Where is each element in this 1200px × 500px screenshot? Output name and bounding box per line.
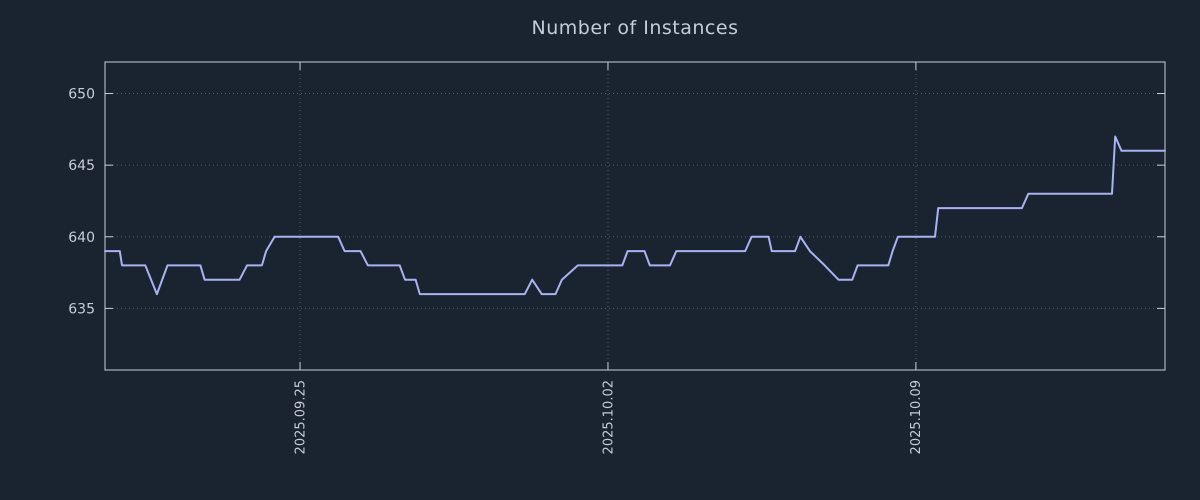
x-tick-label: 2025.09.25 [293, 380, 308, 454]
plot-frame [104, 61, 1166, 371]
y-tick-label: 645 [68, 158, 95, 174]
x-tick-label: 2025.10.02 [601, 380, 616, 454]
y-tick-label: 635 [68, 301, 95, 317]
chart-title: Number of Instances [531, 17, 739, 39]
series-line-instances [104, 135, 1166, 296]
x-tick-label: 2025.10.09 [909, 380, 924, 454]
y-tick-label: 640 [68, 230, 95, 246]
y-tick-label: 650 [68, 87, 95, 103]
